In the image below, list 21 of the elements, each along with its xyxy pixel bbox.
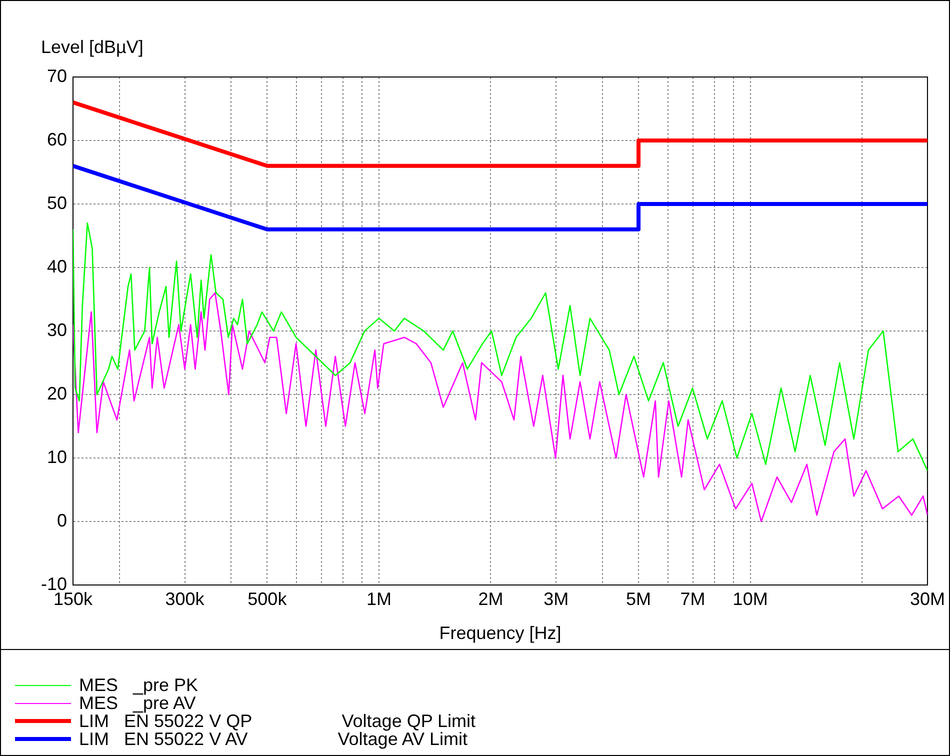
- y-tick-label: 30: [46, 320, 67, 340]
- y-axis-title: Level [dBµV]: [41, 37, 144, 58]
- x-tick-label: 3M: [544, 588, 569, 609]
- y-tick-label: 20: [46, 383, 67, 404]
- x-tick-label: 5M: [626, 588, 652, 609]
- y-tick-label: 50: [46, 192, 67, 213]
- x-tick-label: 10M: [732, 588, 768, 609]
- y-tick-label: 10: [46, 446, 67, 467]
- x-tick-label: 30M: [910, 588, 945, 609]
- y-tick-label: 0: [56, 510, 67, 530]
- x-tick-label: 2M: [478, 588, 504, 609]
- x-axis-title: Frequency [Hz]: [439, 623, 562, 644]
- y-tick-label: -10: [40, 574, 67, 594]
- y-tick-label: 40: [46, 256, 67, 276]
- x-tick-label: 500k: [248, 588, 288, 609]
- legend-label: MES _pre PK: [79, 675, 198, 695]
- y-tick-label: 60: [46, 129, 67, 150]
- x-tick-label: 300k: [165, 588, 206, 609]
- y-tick-label: 70: [46, 66, 67, 86]
- x-tick-label: 1M: [366, 588, 392, 609]
- x-tick-label: 7M: [680, 588, 706, 609]
